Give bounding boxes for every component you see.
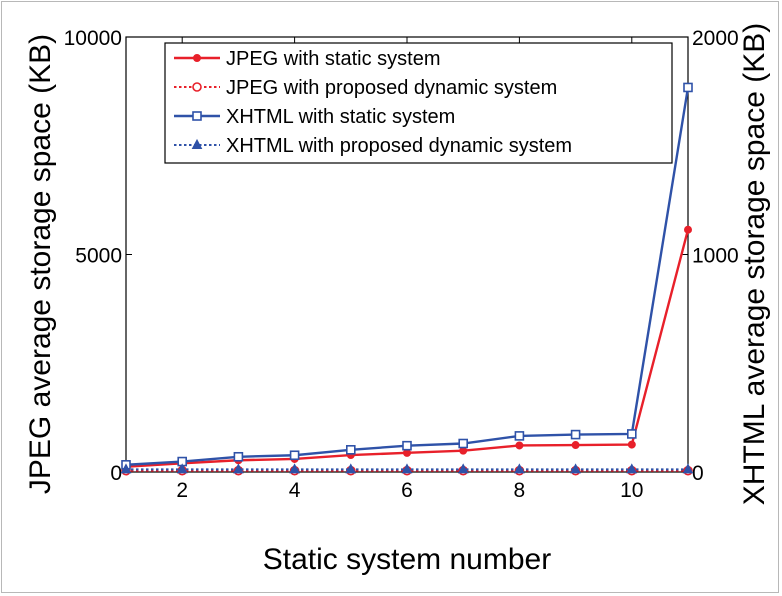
- data-point: [571, 441, 580, 450]
- legend-swatch-marker: [191, 138, 203, 149]
- data-point: [401, 463, 413, 474]
- legend-entry: XHTML with proposed dynamic system: [174, 135, 572, 157]
- data-point: [683, 82, 693, 93]
- data-point: [457, 463, 469, 474]
- legend-label: XHTML with proposed dynamic system: [226, 135, 572, 157]
- data-point: [345, 445, 356, 455]
- data-point: [626, 429, 637, 439]
- data-point: [120, 463, 132, 474]
- y-left-tick-label: 0: [110, 462, 122, 485]
- y-left-tick-label: 5000: [75, 245, 122, 268]
- legend-label: XHTML with static system: [226, 106, 455, 128]
- y-right-tick-label: 1000: [692, 245, 739, 268]
- data-point: [682, 463, 694, 474]
- x-tick-label: 2: [176, 479, 188, 502]
- data-point: [514, 431, 525, 441]
- data-point: [289, 450, 300, 461]
- legend-label: JPEG with static system: [226, 48, 441, 70]
- x-tick-label: 10: [620, 479, 643, 502]
- data-point: [515, 441, 524, 450]
- legend-entry: JPEG with static system: [174, 48, 441, 70]
- data-point: [626, 463, 638, 474]
- legend-swatch-marker: [192, 82, 202, 92]
- legend-swatch-marker: [192, 111, 202, 121]
- data-point: [627, 440, 636, 449]
- legend-box: [164, 42, 673, 164]
- legend-label: JPEG with proposed dynamic system: [226, 77, 557, 99]
- data-point: [233, 451, 244, 462]
- data-point: [458, 438, 469, 449]
- legend: JPEG with static system JPEG with propose…: [164, 42, 673, 164]
- y-right-tick-label: 0: [692, 462, 704, 485]
- legend-entry: JPEG with proposed dynamic system: [174, 77, 557, 99]
- data-point: [570, 429, 581, 440]
- series-4: [120, 463, 694, 474]
- x-axis-title: Static system number: [263, 543, 551, 576]
- data-point: [570, 463, 581, 474]
- y-axis-right-title: XHTML average storage space (KB): [738, 23, 771, 505]
- y-left-tick-label: 10000: [64, 27, 122, 50]
- axis-ticks: 2 4 6 8 10 0 5000 10000 0 1000 2000: [64, 27, 739, 502]
- x-tick-label: 8: [514, 479, 526, 502]
- data-point: [345, 463, 357, 474]
- data-point: [684, 225, 692, 234]
- data-point: [233, 463, 244, 474]
- series-layer: [120, 82, 694, 476]
- legend-swatch-marker: [193, 54, 201, 62]
- data-point: [289, 463, 300, 474]
- y-right-tick-label: 2000: [692, 27, 739, 50]
- data-point: [514, 463, 525, 474]
- x-tick-label: 4: [289, 479, 301, 502]
- data-point: [402, 440, 412, 451]
- y-axis-left-title: JPEG average storage space (KB): [24, 34, 57, 494]
- legend-entry: XHTML with static system: [174, 106, 455, 128]
- x-tick-label: 6: [401, 479, 413, 502]
- data-point: [176, 463, 188, 474]
